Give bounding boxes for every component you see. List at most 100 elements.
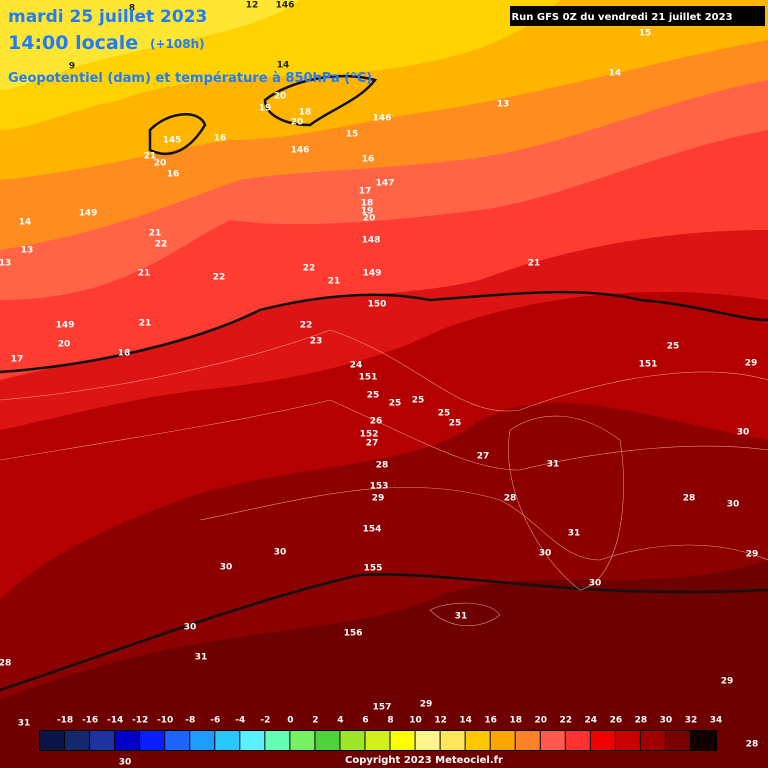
colorbar-box	[640, 731, 665, 750]
colorbar-label: -8	[185, 716, 195, 726]
colorbar-label: 30	[660, 716, 673, 726]
contour-label: 14	[609, 69, 622, 79]
contour-label: 25	[412, 396, 425, 406]
contour-label: 25	[389, 399, 402, 409]
contour-label: 26	[370, 417, 383, 427]
contour-label: 14	[19, 218, 32, 228]
contour-label: 22	[303, 264, 316, 274]
contour-label: 18	[118, 349, 131, 359]
contour-label: 31	[455, 612, 468, 622]
colorbar-box	[215, 731, 240, 750]
contour-label: 27	[477, 452, 490, 462]
contour-label: 18	[299, 108, 312, 118]
isotherms	[0, 329, 768, 626]
contour-label: 149	[363, 269, 382, 279]
colorbar-label: 0	[287, 716, 293, 726]
colorbar-label: -12	[132, 716, 148, 726]
contour-label: 29	[746, 550, 759, 560]
colorbar-label: 8	[387, 716, 393, 726]
colorbar-box	[540, 731, 565, 750]
colorbar: -18 -16 -14 -12 -10 -8 -6 -4 -2 0 2 4 6 8 10 12 14 16 18 20…	[39, 716, 723, 751]
contour-label: 16	[214, 134, 227, 144]
colorbar-box	[390, 731, 415, 750]
run-box	[510, 6, 765, 26]
contour-label: 17	[11, 355, 24, 365]
contour-label: 27	[366, 439, 379, 449]
colorbar-label: 2	[312, 716, 318, 726]
colorbar-label: 14	[459, 716, 472, 726]
contour-label: 148	[362, 236, 381, 246]
contour-label: 145	[163, 136, 182, 146]
contour-label: 25	[449, 419, 462, 429]
colorbar-box	[665, 731, 690, 750]
contour-label: 21	[149, 229, 162, 239]
contour-label: 30	[539, 549, 552, 559]
contour-label: 19	[361, 207, 374, 217]
contour-label: 17	[359, 187, 372, 197]
contour-label: 21	[144, 152, 157, 162]
colorbar-label: 10	[409, 716, 422, 726]
colorbar-label: -10	[157, 716, 173, 726]
contour-label: 8	[129, 4, 135, 14]
colorbar-box	[190, 731, 215, 750]
contour-label: 13	[0, 259, 11, 269]
contour-label: 22	[300, 321, 313, 331]
contour-label: 30	[737, 428, 750, 438]
run-info: Run GFS 0Z du vendredi 21 juillet 2023	[511, 12, 732, 23]
contour-label: 20	[154, 159, 167, 169]
contour-label: 31	[547, 460, 560, 470]
colorbar-label: 34	[710, 716, 723, 726]
contour-label: 13	[497, 100, 510, 110]
contour-label: 20	[58, 340, 71, 350]
contour-label: 30	[184, 623, 197, 633]
contour-label: 22	[155, 240, 168, 250]
contour-label: 25	[438, 409, 451, 419]
colorbar-label: -14	[107, 716, 123, 726]
colorbar-box	[165, 731, 190, 750]
colorbar-box	[265, 731, 290, 750]
time: 14:00 locale	[8, 32, 138, 54]
colorbar-label: -6	[210, 716, 220, 726]
contour-label: 30	[220, 563, 233, 573]
colorbar-box	[90, 731, 115, 750]
contour-label: 156	[344, 629, 363, 639]
contour-label: 29	[372, 494, 385, 504]
copyright: Copyright 2023 Meteociel.fr	[345, 755, 503, 766]
contour-label: 15	[639, 29, 652, 39]
colorbar-box	[690, 731, 715, 750]
contour-label: 25	[667, 342, 680, 352]
contour-label: 31	[18, 719, 31, 729]
colorbar-label: 32	[685, 716, 698, 726]
colorbar-box	[40, 731, 65, 750]
contour-label: 29	[745, 359, 758, 369]
colorbar-label: 24	[585, 716, 598, 726]
lead-time: (+108h)	[150, 37, 205, 51]
contour-label: 29	[420, 700, 433, 710]
colorbar-box	[465, 731, 490, 750]
contour-label: 15	[346, 130, 359, 140]
contour-label: 21	[328, 277, 341, 287]
contour-label: 19	[259, 104, 272, 114]
contour-label: 13	[21, 246, 34, 256]
colorbar-label: 16	[484, 716, 497, 726]
colorbar-box	[140, 731, 165, 750]
contour-label: 16	[362, 155, 375, 165]
contour-label: 21	[528, 259, 541, 269]
contour-label: 152	[360, 430, 379, 440]
contour-label: 31	[195, 653, 208, 663]
colorbar-label: 20	[534, 716, 547, 726]
colorbar-box	[65, 731, 90, 750]
colorbar-label: 28	[635, 716, 648, 726]
contour-label: 20	[363, 214, 376, 224]
contour-label: 154	[363, 525, 382, 535]
contour-label: 21	[139, 319, 152, 329]
colorbar-label: 18	[509, 716, 522, 726]
contour-label: 155	[364, 564, 383, 574]
contour-label: 146	[276, 1, 295, 11]
colorbar-box	[515, 731, 540, 750]
contour-label: 151	[359, 373, 378, 383]
colorbar-box	[415, 731, 440, 750]
contour-label: 28	[504, 494, 517, 504]
colorbar-label: 4	[337, 716, 343, 726]
